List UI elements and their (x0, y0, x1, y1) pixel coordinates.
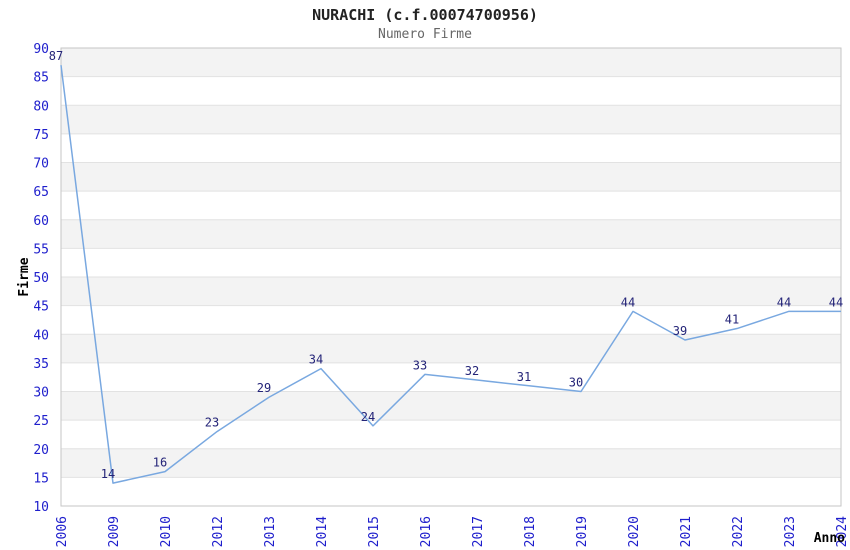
x-tick-label: 2009 (107, 516, 122, 547)
y-tick-label: 70 (33, 157, 49, 172)
data-point-label: 31 (517, 370, 531, 384)
data-point-label: 24 (361, 410, 375, 424)
chart-subtitle: Numero Firme (378, 27, 472, 42)
x-tick-label: 2024 (835, 516, 850, 547)
plot-border (60, 47, 842, 507)
chart-title: NURACHI (c.f.00074700956) (312, 6, 538, 24)
x-tick-label: 2015 (367, 516, 382, 547)
data-point-label: 23 (205, 416, 219, 430)
data-point-label: 33 (413, 358, 427, 372)
y-tick-label: 10 (33, 500, 49, 515)
background-band (61, 48, 841, 77)
data-point-label: 29 (257, 381, 271, 395)
x-tick-label: 2016 (419, 516, 434, 547)
background-band (61, 277, 841, 306)
x-tick-label: 2010 (159, 516, 174, 547)
y-tick-label: 25 (33, 414, 49, 429)
y-axis-title: Firme (17, 257, 32, 296)
y-tick-label: 85 (33, 71, 49, 86)
x-tick-label: 2022 (731, 516, 746, 547)
y-tick-label: 45 (33, 300, 49, 315)
data-point-label: 87 (49, 49, 63, 63)
data-point-label: 41 (725, 313, 739, 327)
x-tick-label: 2020 (627, 516, 642, 547)
x-axis-title: Anno (814, 531, 845, 546)
x-tick-label: 2014 (315, 516, 330, 547)
data-point-label: 39 (673, 324, 687, 338)
background-band (61, 105, 841, 134)
y-tick-label: 80 (33, 99, 49, 114)
x-tick-label: 2012 (211, 516, 226, 547)
data-point-label: 44 (829, 295, 843, 309)
x-tick-label: 2013 (263, 516, 278, 547)
x-tick-label: 2017 (471, 516, 486, 547)
y-tick-label: 40 (33, 328, 49, 343)
y-tick-label: 65 (33, 185, 49, 200)
y-tick-label: 75 (33, 128, 49, 143)
x-tick-label: 2019 (575, 516, 590, 547)
series-line (60, 65, 841, 484)
data-point-label: 16 (153, 456, 167, 470)
data-point-label: 44 (777, 295, 791, 309)
background-band (61, 162, 841, 192)
y-tick-label: 55 (33, 242, 49, 257)
y-tick-label: 30 (33, 386, 49, 401)
background-band (61, 219, 841, 249)
data-point-label: 44 (621, 295, 635, 309)
y-tick-label: 20 (33, 443, 49, 458)
background-band (61, 448, 841, 478)
x-tick-label: 2018 (523, 516, 538, 547)
background-band (61, 334, 841, 363)
y-tick-label: 60 (33, 214, 49, 229)
y-tick-label: 90 (33, 42, 49, 57)
y-tick-label: 50 (33, 271, 49, 286)
y-tick-label: 15 (33, 471, 49, 486)
data-point-label: 34 (309, 353, 323, 367)
x-tick-label: 2006 (55, 516, 70, 547)
x-tick-label: 2021 (679, 516, 694, 547)
data-point-label: 32 (465, 364, 479, 378)
x-tick-label: 2023 (783, 516, 798, 547)
data-point-label: 14 (101, 467, 115, 481)
background-band (61, 391, 841, 421)
y-tick-label: 35 (33, 357, 49, 372)
data-point-label: 30 (569, 376, 583, 390)
